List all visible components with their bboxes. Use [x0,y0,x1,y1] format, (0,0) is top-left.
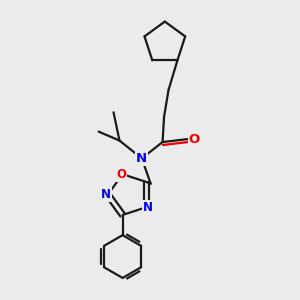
Text: N: N [143,201,153,214]
Text: N: N [101,188,111,201]
Text: O: O [116,168,126,181]
Text: N: N [136,152,147,165]
Text: O: O [189,133,200,146]
